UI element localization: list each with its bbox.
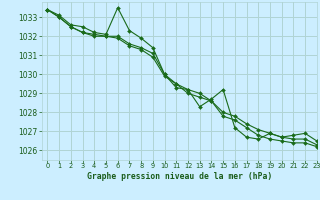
X-axis label: Graphe pression niveau de la mer (hPa): Graphe pression niveau de la mer (hPa) — [87, 172, 272, 181]
